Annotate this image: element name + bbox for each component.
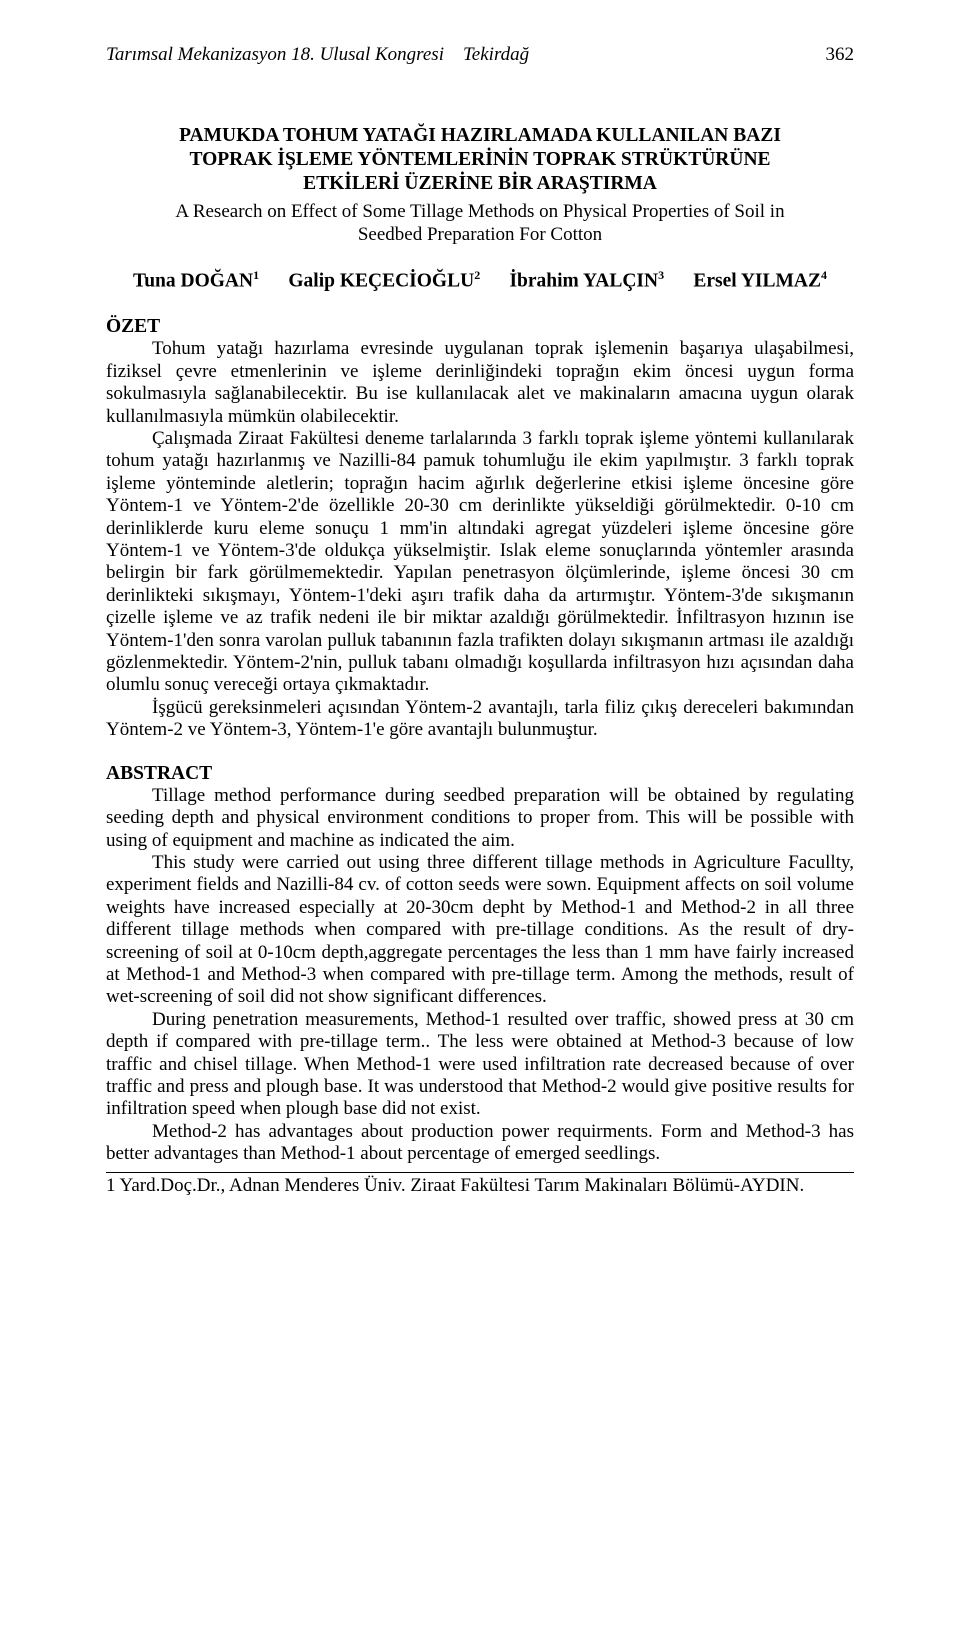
paper-subtitle: A Research on Effect of Some Tillage Met… <box>106 200 854 246</box>
subtitle-line-1: A Research on Effect of Some Tillage Met… <box>175 201 784 222</box>
abstract-p1: Tillage method performance during seedbe… <box>106 785 854 852</box>
footnote-rule <box>106 1172 854 1173</box>
ozet-heading: ÖZET <box>106 315 854 338</box>
title-line-1: PAMUKDA TOHUM YATAĞI HAZIRLAMADA KULLANI… <box>179 125 781 146</box>
page: Tarımsal Mekanizasyon 18. Ulusal Kongres… <box>0 0 960 1649</box>
title-line-2: TOPRAK İŞLEME YÖNTEMLERİNİN TOPRAK STRÜK… <box>189 149 770 170</box>
abstract-p4: Method-2 has advantages about production… <box>106 1121 854 1166</box>
author-1: Tuna DOĞAN <box>133 271 253 292</box>
title-line-3: ETKİLERİ ÜZERİNE BİR ARAŞTIRMA <box>303 173 657 194</box>
abstract-p2: This study were carried out using three … <box>106 852 854 1009</box>
abstract-heading: ABSTRACT <box>106 762 854 785</box>
ozet-p1: Tohum yatağı hazırlama evresinde uygulan… <box>106 338 854 428</box>
ozet-p2: Çalışmada Ziraat Fakültesi deneme tarlal… <box>106 428 854 697</box>
running-head: Tarımsal Mekanizasyon 18. Ulusal Kongres… <box>106 44 854 66</box>
ozet-p3: İşgücü gereksinmeleri açısından Yöntem-2… <box>106 697 854 742</box>
author-2-sup: 2 <box>474 268 480 282</box>
footnote: 1 Yard.Doç.Dr., Adnan Menderes Üniv. Zir… <box>106 1175 854 1197</box>
abstract-p3: During penetration measurements, Method-… <box>106 1009 854 1121</box>
author-3: İbrahim YALÇIN <box>509 271 658 292</box>
subtitle-line-2: Seedbed Preparation For Cotton <box>358 224 602 245</box>
author-4: Ersel YILMAZ <box>693 271 821 292</box>
author-2: Galip KEÇECİOĞLU <box>288 271 474 292</box>
author-1-sup: 1 <box>253 268 259 282</box>
section-gap <box>106 742 854 762</box>
city: Tekirdağ <box>463 44 529 65</box>
authors: Tuna DOĞAN1 Galip KEÇECİOĞLU2 İbrahim YA… <box>106 268 854 293</box>
author-4-sup: 4 <box>821 268 827 282</box>
page-number: 362 <box>826 44 855 66</box>
journal-name: Tarımsal Mekanizasyon 18. Ulusal Kongres… <box>106 44 444 65</box>
author-3-sup: 3 <box>658 268 664 282</box>
paper-title: PAMUKDA TOHUM YATAĞI HAZIRLAMADA KULLANI… <box>106 124 854 195</box>
